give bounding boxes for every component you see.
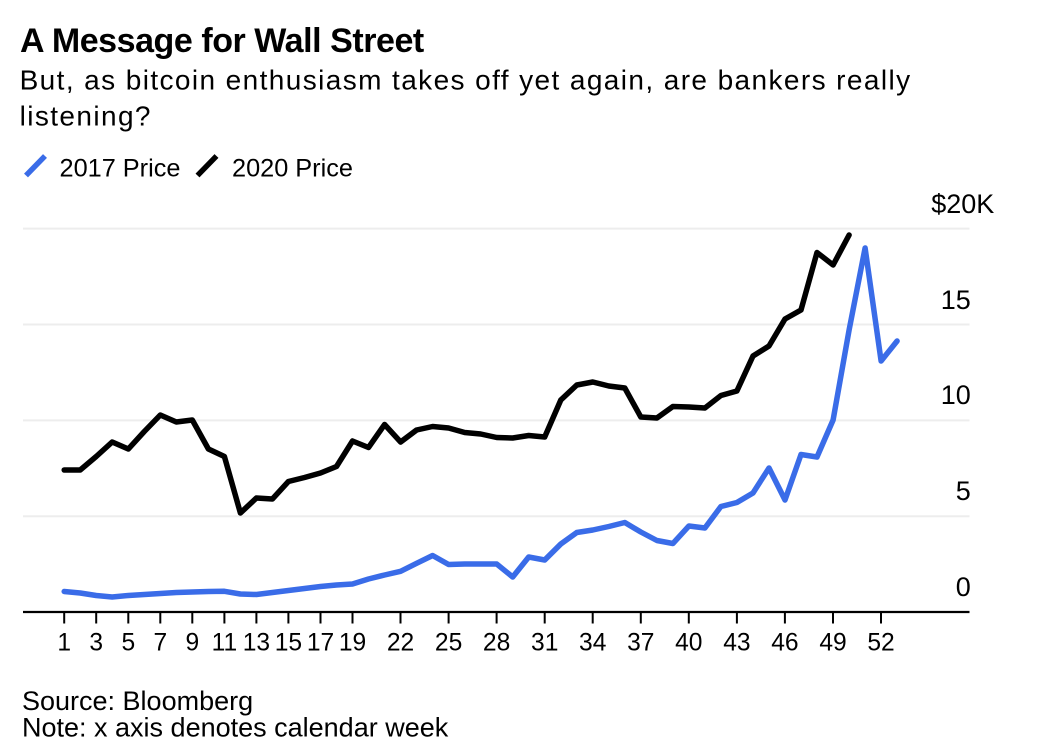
svg-text:Source: Bloomberg: Source: Bloomberg [22,686,253,716]
svg-text:0: 0 [956,572,971,602]
svg-text:1: 1 [57,629,71,656]
svg-text:17: 17 [307,629,334,656]
svg-text:25: 25 [435,629,462,656]
svg-text:listening?: listening? [20,101,152,132]
svg-text:46: 46 [771,629,798,656]
svg-text:15: 15 [275,629,302,656]
svg-text:40: 40 [675,629,702,656]
svg-text:22: 22 [387,629,414,656]
svg-text:11: 11 [212,629,238,656]
svg-text:34: 34 [579,629,606,656]
svg-text:5: 5 [121,629,135,656]
svg-text:3: 3 [89,629,103,656]
svg-text:43: 43 [723,629,750,656]
svg-text:A Message for Wall Street: A Message for Wall Street [20,22,424,60]
svg-text:2020 Price: 2020 Price [232,155,353,183]
svg-text:13: 13 [243,629,270,656]
svg-text:5: 5 [956,476,971,506]
svg-text:52: 52 [867,629,894,656]
svg-text:10: 10 [941,380,971,410]
svg-text:31: 31 [531,629,558,656]
svg-text:49: 49 [819,629,846,656]
svg-text:7: 7 [153,629,167,656]
svg-text:37: 37 [627,629,654,656]
svg-text:28: 28 [483,629,510,656]
svg-text:9: 9 [185,629,199,656]
svg-text:$20K: $20K [931,189,994,219]
svg-text:But, as bitcoin enthusiasm tak: But, as bitcoin enthusiasm takes off yet… [20,65,912,96]
svg-text:19: 19 [339,629,366,656]
svg-text:2017 Price: 2017 Price [60,155,181,183]
svg-text:15: 15 [941,285,971,315]
svg-text:Note: x axis denotes calendar: Note: x axis denotes calendar week [22,713,449,743]
